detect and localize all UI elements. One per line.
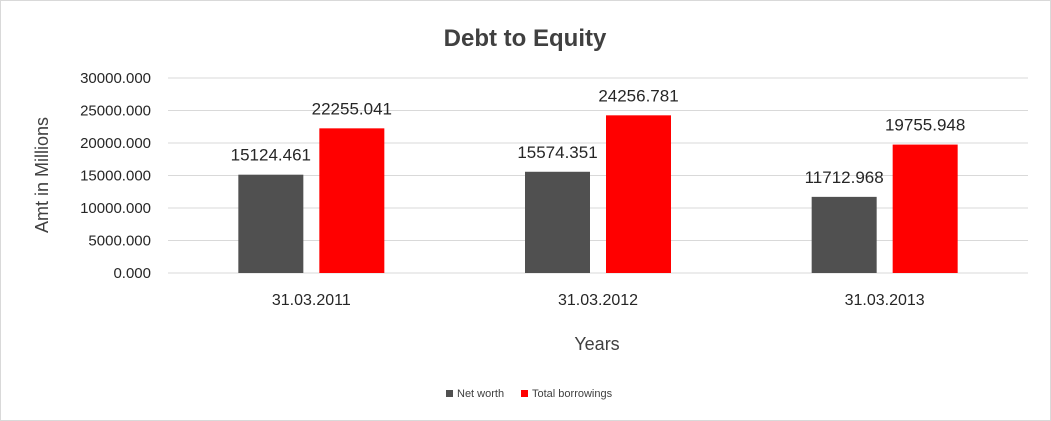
x-category-label: 31.03.2011 — [272, 292, 351, 309]
x-axis-title: Years — [574, 334, 619, 354]
legend-swatch-net-worth — [446, 390, 453, 397]
bars — [238, 115, 958, 273]
y-axis-title: Amt in Millions — [32, 117, 52, 233]
data-label: 22255.041 — [312, 99, 392, 118]
legend-label-total-borrowings: Total borrowings — [532, 388, 613, 400]
bar-total-borrowings — [892, 144, 958, 273]
data-label: 15574.351 — [517, 143, 597, 162]
y-tick-label: 25000.000 — [80, 103, 151, 120]
y-tick-label: 10000.000 — [80, 200, 151, 217]
data-label: 11712.968 — [805, 168, 884, 187]
y-tick-label: 15000.000 — [80, 168, 151, 185]
data-label: 19755.948 — [885, 116, 965, 135]
bar-net-worth — [238, 174, 304, 273]
chart-title: Debt to Equity — [444, 25, 607, 52]
y-axis-ticks: 0.000 5000.000 10000.000 15000.000 20000.000… — [80, 70, 151, 282]
legend-swatch-total-borrowings — [521, 390, 528, 397]
x-category-label: 31.03.2013 — [845, 292, 925, 309]
gridlines — [168, 77, 1028, 274]
legend: Net worth Total borrowings — [446, 388, 613, 400]
data-label: 24256.781 — [598, 86, 678, 105]
x-category-label: 31.03.2012 — [558, 292, 638, 309]
legend-label-net-worth: Net worth — [457, 388, 504, 400]
y-tick-label: 5000.000 — [88, 233, 151, 250]
y-tick-label: 30000.000 — [80, 70, 151, 87]
bar-net-worth — [525, 171, 590, 273]
x-axis-categories: 31.03.2011 31.03.2012 31.03.2013 — [272, 292, 925, 309]
bar-total-borrowings — [606, 115, 671, 273]
data-labels: 15124.461 22255.041 15574.351 24256.781 1171… — [231, 86, 966, 187]
y-tick-label: 0.000 — [113, 265, 151, 282]
data-label: 15124.461 — [231, 146, 311, 165]
y-tick-label: 20000.000 — [80, 135, 151, 152]
bar-net-worth — [811, 196, 877, 273]
bar-total-borrowings — [319, 128, 385, 273]
